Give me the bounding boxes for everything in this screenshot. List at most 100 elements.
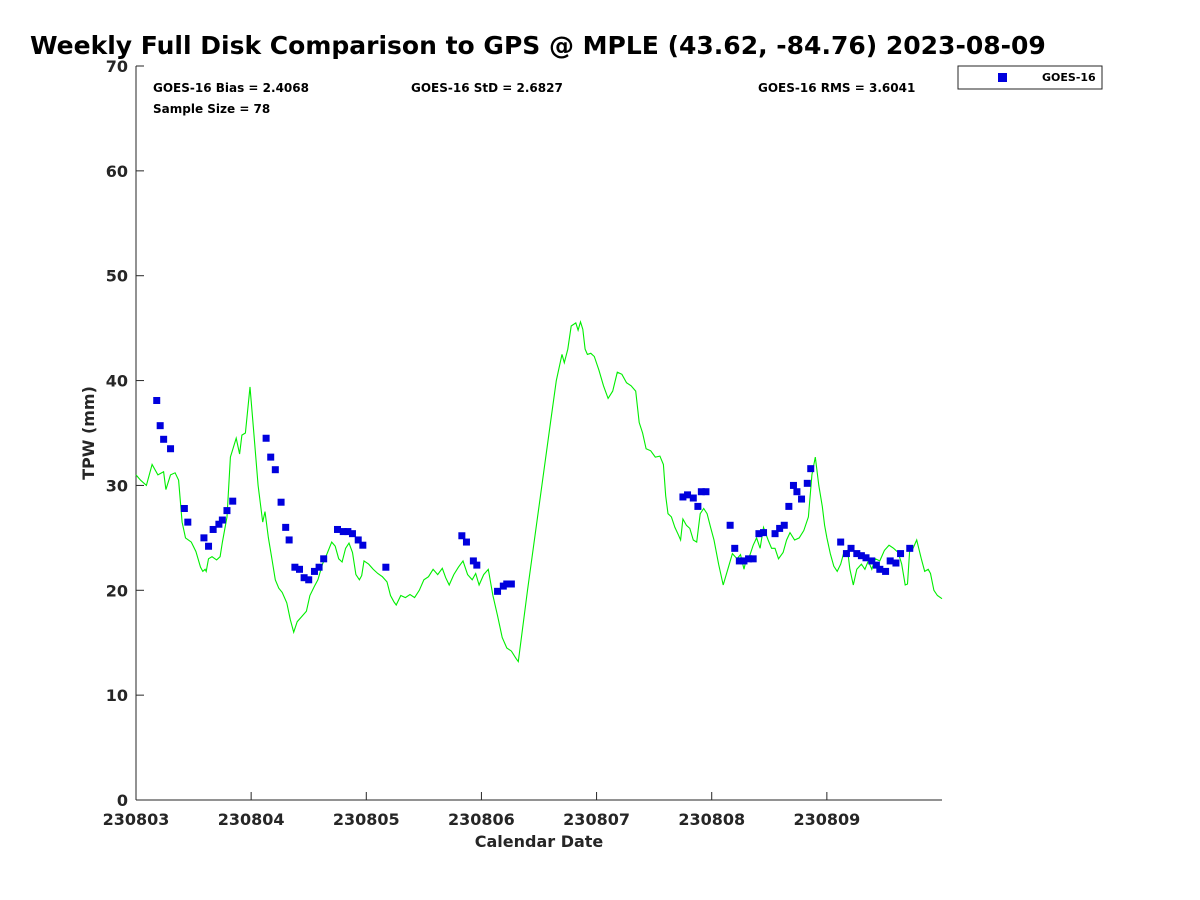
goes16-data-point bbox=[156, 422, 164, 430]
gps-series-line bbox=[135, 319, 943, 664]
goes16-data-point bbox=[503, 580, 511, 588]
goes16-data-point bbox=[740, 557, 748, 565]
rms-stat: GOES-16 RMS = 3.6041 bbox=[758, 81, 915, 95]
goes16-data-point bbox=[697, 488, 705, 496]
goes16-data-point bbox=[462, 538, 470, 546]
goes16-data-point bbox=[857, 552, 865, 560]
goes16-data-point bbox=[184, 518, 192, 526]
goes16-data-point bbox=[218, 516, 226, 524]
goes16-data-point bbox=[209, 525, 217, 533]
y-tick-label: 10 bbox=[106, 686, 128, 705]
goes16-data-point bbox=[892, 559, 900, 567]
goes16-data-point bbox=[223, 507, 231, 515]
goes16-data-point bbox=[160, 435, 168, 443]
goes16-data-point bbox=[271, 466, 279, 474]
goes16-data-point bbox=[847, 544, 855, 552]
goes16-data-point bbox=[886, 557, 894, 565]
bias-stat: GOES-16 Bias = 2.4068 bbox=[153, 81, 309, 95]
goes16-data-point bbox=[807, 465, 815, 473]
legend: GOES-16 bbox=[957, 65, 1103, 90]
goes16-data-point bbox=[153, 396, 161, 404]
goes16-data-point bbox=[291, 563, 299, 571]
goes16-data-point bbox=[473, 561, 481, 569]
legend-label-goes16: GOES-16 bbox=[1042, 71, 1096, 84]
goes16-data-point bbox=[868, 557, 876, 565]
goes16-data-point bbox=[262, 434, 270, 442]
goes16-data-point bbox=[285, 536, 293, 544]
goes16-data-point bbox=[305, 576, 313, 584]
goes16-data-point bbox=[320, 555, 328, 563]
sample-size-stat: Sample Size = 78 bbox=[153, 102, 270, 116]
goes16-data-point bbox=[494, 587, 502, 595]
goes16-data-point bbox=[897, 550, 905, 558]
goes16-data-point bbox=[334, 525, 341, 533]
goes16-data-point bbox=[339, 528, 347, 536]
goes16-data-point bbox=[735, 557, 743, 565]
goes16-data-point bbox=[277, 498, 285, 506]
x-axis-label: Calendar Date bbox=[475, 832, 604, 851]
x-tick-label: 230809 bbox=[793, 810, 860, 829]
goes16-data-point bbox=[785, 502, 793, 510]
goes16-data-point bbox=[776, 524, 784, 532]
goes16-data-point bbox=[180, 504, 188, 512]
goes16-data-point bbox=[205, 542, 213, 550]
goes16-data-point bbox=[745, 555, 753, 563]
goes16-data-point bbox=[853, 550, 861, 558]
goes16-data-point bbox=[755, 530, 763, 538]
x-tick-label: 230803 bbox=[103, 810, 170, 829]
goes16-data-point bbox=[167, 445, 175, 453]
goes16-data-point bbox=[458, 532, 466, 540]
goes16-data-point bbox=[694, 502, 702, 510]
goes16-data-point bbox=[793, 488, 801, 496]
goes16-data-point bbox=[507, 580, 515, 588]
y-axis-label: TPW (mm) bbox=[79, 386, 98, 480]
goes16-data-point bbox=[315, 563, 323, 571]
goes16-data-point bbox=[296, 565, 304, 573]
y-tick-label: 20 bbox=[106, 581, 128, 600]
goes16-data-point bbox=[837, 538, 845, 546]
y-tick-label: 30 bbox=[106, 476, 128, 495]
goes16-data-point bbox=[906, 544, 914, 552]
x-tick-label: 230807 bbox=[563, 810, 630, 829]
plot-area bbox=[136, 66, 942, 800]
goes16-data-point bbox=[726, 521, 734, 529]
y-tick-label: 50 bbox=[106, 267, 128, 286]
goes16-data-point bbox=[876, 565, 884, 573]
goes16-data-point bbox=[862, 554, 870, 562]
legend-marker-goes16 bbox=[998, 73, 1007, 82]
goes16-data-point bbox=[300, 574, 308, 582]
goes16-data-point bbox=[215, 520, 223, 528]
goes16-data-point bbox=[702, 488, 710, 496]
legend-box bbox=[957, 65, 1103, 90]
goes16-data-point bbox=[842, 550, 850, 558]
goes16-data-point bbox=[310, 567, 318, 575]
x-tick-label: 230804 bbox=[218, 810, 285, 829]
goes16-data-point bbox=[679, 493, 687, 501]
goes16-data-point bbox=[267, 453, 275, 461]
chart-title: Weekly Full Disk Comparison to GPS @ MPL… bbox=[30, 31, 1046, 60]
goes16-data-point bbox=[200, 534, 208, 542]
y-tick-label: 70 bbox=[106, 57, 128, 76]
goes16-data-point bbox=[689, 494, 697, 502]
goes16-data-point bbox=[872, 561, 880, 569]
x-tick-label: 230805 bbox=[333, 810, 400, 829]
goes16-data-point bbox=[229, 497, 237, 505]
goes16-data-point bbox=[749, 555, 757, 563]
y-tick-label: 40 bbox=[106, 372, 128, 391]
y-tick-label: 60 bbox=[106, 162, 128, 181]
goes16-data-point bbox=[354, 536, 362, 544]
goes16-data-point bbox=[469, 557, 477, 565]
goes16-data-point bbox=[344, 528, 352, 536]
goes16-data-point bbox=[359, 541, 367, 549]
goes16-data-point bbox=[684, 491, 692, 499]
goes16-data-point bbox=[803, 479, 811, 487]
goes16-data-point bbox=[882, 567, 890, 575]
goes16-data-point bbox=[771, 530, 779, 538]
y-tick-label: 0 bbox=[117, 791, 128, 810]
goes16-data-point bbox=[760, 529, 768, 537]
goes16-data-point bbox=[348, 530, 356, 538]
goes16-data-point bbox=[789, 481, 797, 489]
goes16-data-point bbox=[780, 521, 788, 529]
x-tick-label: 230806 bbox=[448, 810, 515, 829]
